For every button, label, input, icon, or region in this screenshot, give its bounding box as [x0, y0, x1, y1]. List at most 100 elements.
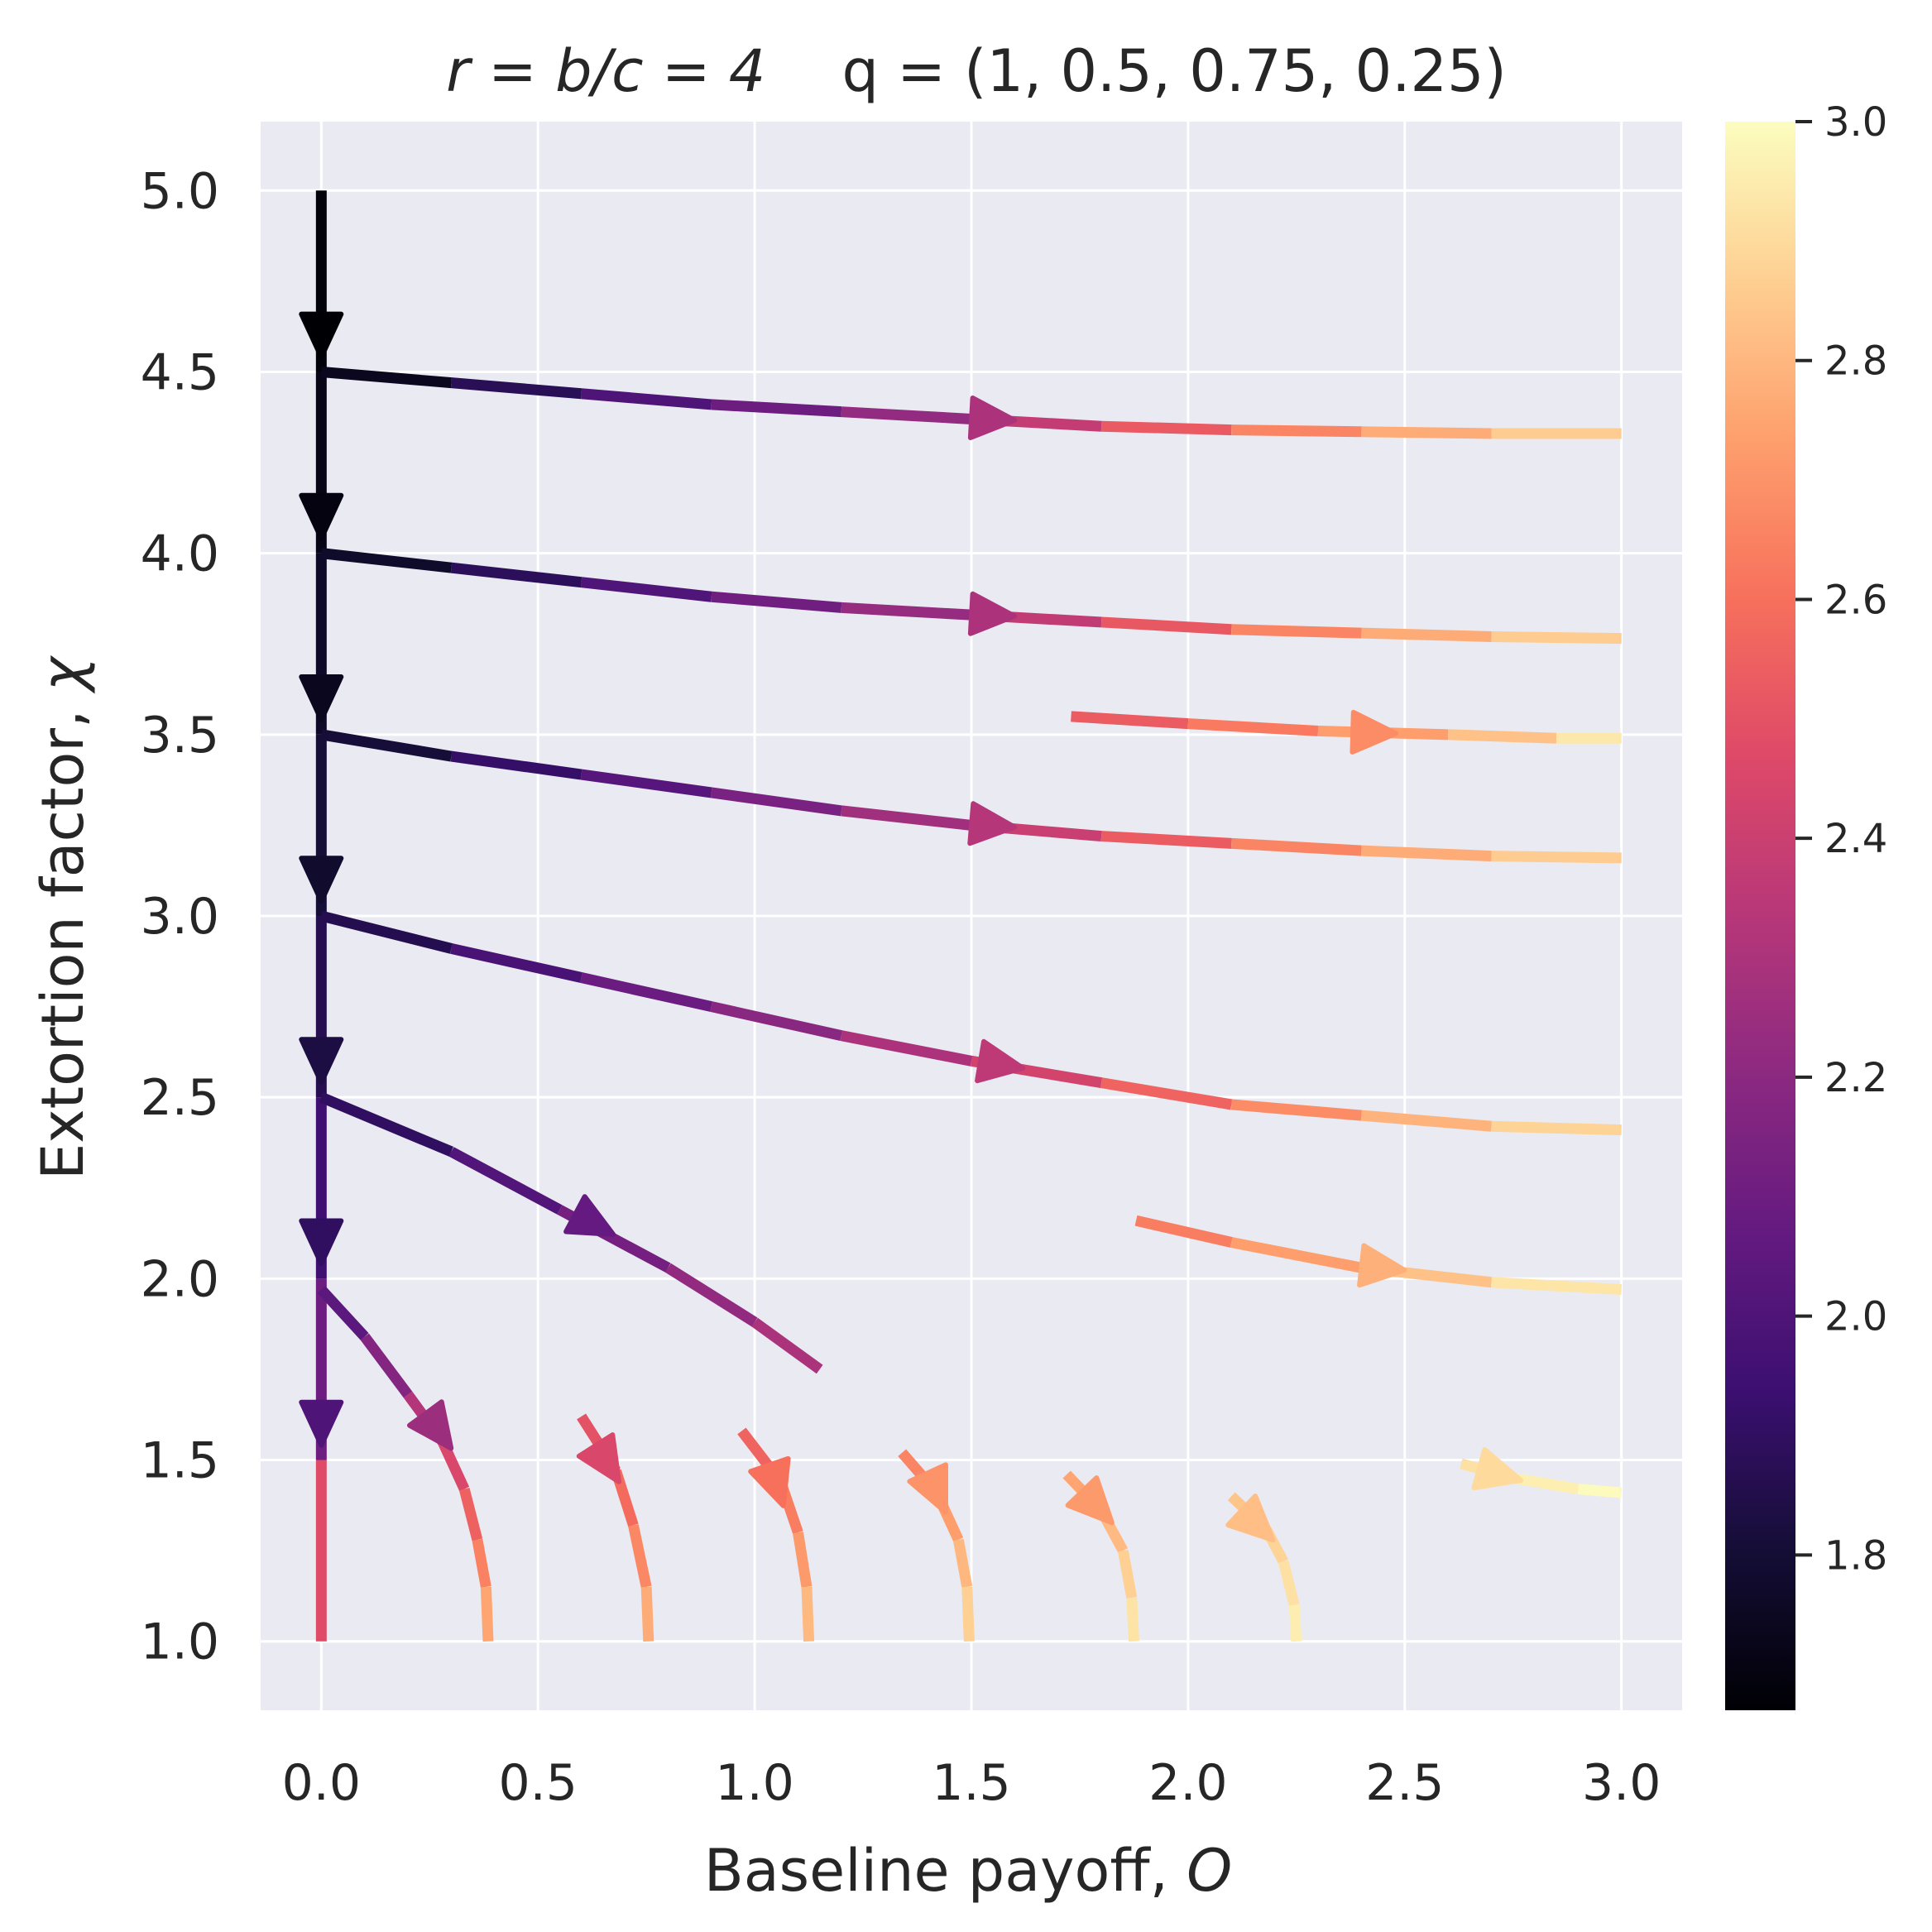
streamline-7-arrow-0 — [563, 1194, 616, 1237]
streamline-4-segment-1 — [450, 750, 582, 780]
streamline-11-segment-2 — [952, 1538, 973, 1589]
streamline-8-arrow-0 — [407, 1399, 454, 1451]
streamline-3 — [1071, 709, 1622, 755]
streamline-14-segment-1 — [1512, 1473, 1580, 1495]
streamline-10-segment-3 — [801, 1586, 815, 1642]
streamline-1-segment-1 — [450, 377, 582, 400]
streamline-14-arrow-0 — [1471, 1447, 1524, 1491]
streamline-11 — [898, 1449, 975, 1642]
streamline-4-segment-2 — [580, 769, 712, 798]
streamline-4-segment-4 — [841, 805, 972, 831]
streamline-1-segment-2 — [581, 388, 712, 410]
streamline-13-segment-2 — [1278, 1560, 1300, 1607]
streamline-10-arrow-0 — [748, 1455, 791, 1508]
x-tick-label-2: 1.0 — [715, 1754, 793, 1812]
streamline-9-segment-2 — [628, 1524, 652, 1589]
x-tick-labels: 0.0 0.5 1.0 1.5 2.0 2.5 3.0 — [282, 1754, 1661, 1812]
streamline-0-arrow-5 — [299, 1218, 344, 1267]
y-tick-label-4: 3.0 — [141, 888, 219, 946]
streamline-3-segment-3 — [1447, 729, 1557, 744]
streamline-5-segment-6 — [1100, 1077, 1233, 1110]
colorbar-tick-label-1: 2.0 — [1824, 1294, 1887, 1340]
streamline-0-arrow-2 — [299, 674, 344, 722]
streamline-13-arrow-0 — [1225, 1493, 1276, 1543]
x-tick-label-1: 0.5 — [499, 1754, 578, 1812]
x-tick-label-6: 3.0 — [1582, 1754, 1661, 1812]
colorbar-tick-label-2: 2.2 — [1824, 1055, 1887, 1101]
y-tick-label-1: 1.5 — [141, 1432, 219, 1490]
streamline-5-segment-2 — [580, 972, 713, 1012]
streamline-0 — [299, 190, 344, 1642]
y-tick-label-6: 4.0 — [141, 525, 219, 583]
streamline-13-segment-3 — [1288, 1604, 1302, 1642]
colorbar-ticks: 1.8 2.0 2.2 2.4 2.6 2.8 3.0 — [1795, 99, 1887, 1579]
streamline-1-arrow-0 — [967, 396, 1018, 440]
streamline-8 — [317, 1286, 494, 1642]
streamline-10 — [737, 1427, 815, 1642]
y-axis-label-text: Extortion factor, — [29, 691, 97, 1180]
streamline-6-arrow-0 — [1357, 1243, 1407, 1288]
streamline-7-segment-3 — [664, 1263, 758, 1327]
chart-title: r = b/c = 4 q = (1, 0.5, 0.75, 0.25) — [446, 37, 1507, 105]
streamline-1-segment-0 — [320, 366, 453, 389]
streamline-2-segment-8 — [1361, 627, 1492, 642]
streamline-5-segment-9 — [1491, 1120, 1622, 1136]
x-tick-label-3: 1.5 — [932, 1754, 1010, 1812]
streamline-2-segment-9 — [1491, 630, 1622, 645]
x-tick-label-5: 2.5 — [1365, 1754, 1444, 1812]
streamline-4-arrow-0 — [967, 801, 1018, 846]
streamline-12-segment-2 — [1117, 1549, 1138, 1599]
streamline-1-segment-3 — [711, 399, 842, 418]
streamline-5-segment-1 — [450, 943, 583, 983]
streamline-0-arrow-0 — [299, 311, 344, 360]
streamline-5-segment-7 — [1230, 1099, 1362, 1121]
streamline-2-segment-0 — [320, 548, 453, 573]
streamline-7-segment-0 — [319, 1092, 453, 1157]
streamline-2-segment-4 — [841, 602, 972, 621]
streamline-12 — [1062, 1470, 1139, 1642]
streamline-5-segment-0 — [319, 910, 453, 954]
colorbar — [1725, 122, 1795, 1710]
streamline-12-segment-3 — [1126, 1597, 1139, 1642]
streamline-3-segment-0 — [1071, 711, 1189, 730]
streamline-6 — [1134, 1215, 1623, 1295]
streamline-2-segment-2 — [580, 577, 712, 602]
y-tick-labels: 1.0 1.5 2.0 2.5 3.0 3.5 4.0 4.5 5.0 — [141, 162, 219, 1671]
colorbar-tick-label-6: 3.0 — [1824, 99, 1887, 146]
streamline-11-segment-3 — [961, 1586, 975, 1642]
streamline-6-segment-0 — [1134, 1215, 1233, 1248]
streamline-10-segment-2 — [793, 1532, 813, 1588]
streamline-2-segment-1 — [450, 562, 582, 588]
x-axis-label: Baseline payoff, O — [704, 1837, 1232, 1905]
colorbar-tick-label-5: 2.8 — [1824, 338, 1887, 385]
streamline-7-segment-4 — [751, 1317, 823, 1374]
streamline-4-segment-0 — [320, 729, 453, 762]
streamline-0-arrow-6 — [299, 1399, 344, 1448]
streamline-2-segment-3 — [711, 591, 842, 613]
y-axis-label-var: χ — [29, 654, 97, 694]
streamline-4-segment-6 — [1100, 831, 1232, 849]
x-axis-label-var: O — [1187, 1837, 1232, 1905]
streamline-11-arrow-0 — [907, 1462, 948, 1515]
streamline-8-segment-5 — [472, 1538, 491, 1589]
title-left: r = b/c = 4 — [446, 37, 765, 105]
colorbar-tick-label-4: 2.6 — [1824, 577, 1887, 623]
x-axis-label-text: Baseline payoff, — [704, 1837, 1187, 1905]
x-tick-label-4: 2.0 — [1148, 1754, 1227, 1812]
streamline-6-segment-3 — [1491, 1277, 1623, 1295]
streamline-4-segment-7 — [1230, 837, 1362, 856]
streamline-2-segment-6 — [1100, 616, 1232, 635]
y-tick-label-8: 5.0 — [141, 162, 219, 220]
streamline-8-segment-0 — [317, 1286, 369, 1340]
streamline-6-segment-1 — [1230, 1237, 1363, 1273]
streamline-5-segment-4 — [840, 1030, 973, 1067]
streamline-8-segment-6 — [480, 1586, 494, 1642]
streamline-2-segment-7 — [1231, 624, 1362, 639]
streamlines — [299, 190, 1623, 1642]
streamline-5-segment-3 — [710, 1001, 843, 1042]
y-tick-label-5: 3.5 — [141, 707, 219, 765]
streamline-14-segment-2 — [1577, 1484, 1623, 1498]
streamline-5-segment-8 — [1360, 1110, 1493, 1132]
streamline-9-segment-3 — [640, 1586, 654, 1642]
streamline-1 — [320, 366, 1622, 440]
